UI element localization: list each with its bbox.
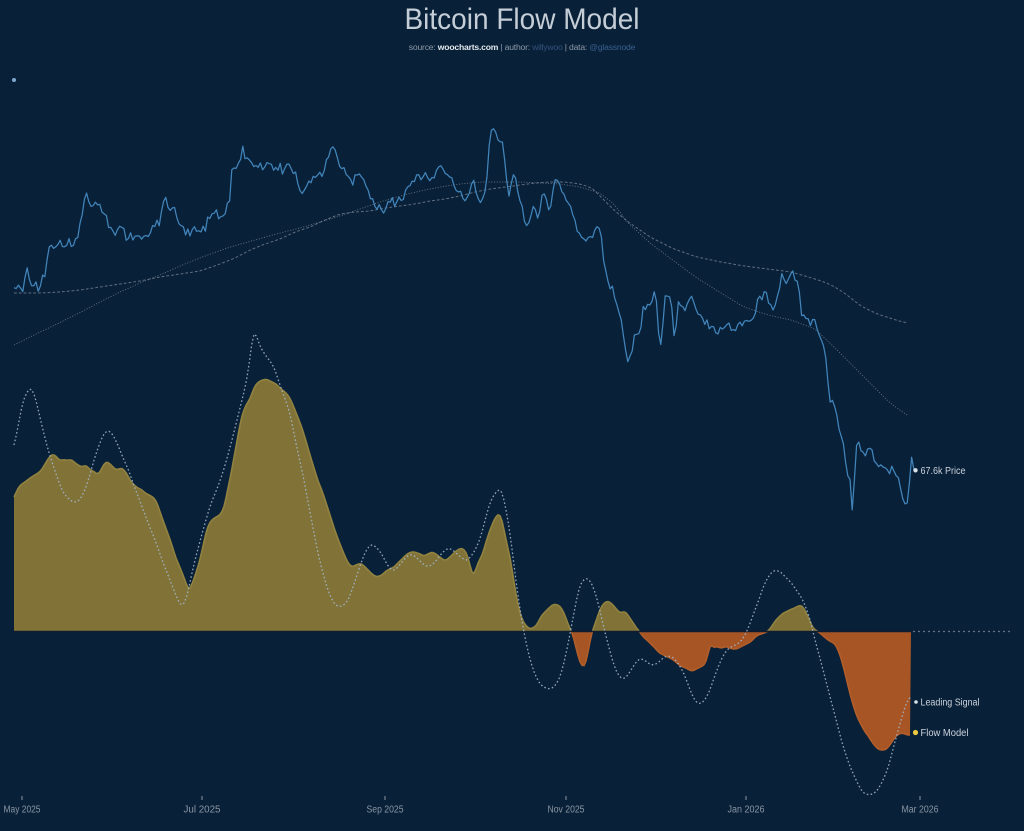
svg-text:Jan 2026: Jan 2026 bbox=[728, 805, 766, 816]
svg-text:Sep 2025: Sep 2025 bbox=[367, 805, 404, 816]
svg-text:Mar 2026: Mar 2026 bbox=[902, 805, 939, 816]
svg-text:Nov 2025: Nov 2025 bbox=[548, 805, 585, 816]
svg-text:Flow Model: Flow Model bbox=[921, 728, 969, 739]
svg-text:source: woocharts.com | author: source: woocharts.com | author: willywoo… bbox=[409, 42, 636, 52]
svg-text:Bitcoin Flow Model: Bitcoin Flow Model bbox=[405, 3, 640, 36]
svg-text:Leading Signal: Leading Signal bbox=[921, 698, 980, 709]
svg-text:Jul 2025: Jul 2025 bbox=[184, 805, 222, 816]
svg-text:67.6k Price: 67.6k Price bbox=[921, 466, 966, 477]
svg-text:May 2025: May 2025 bbox=[4, 805, 41, 816]
